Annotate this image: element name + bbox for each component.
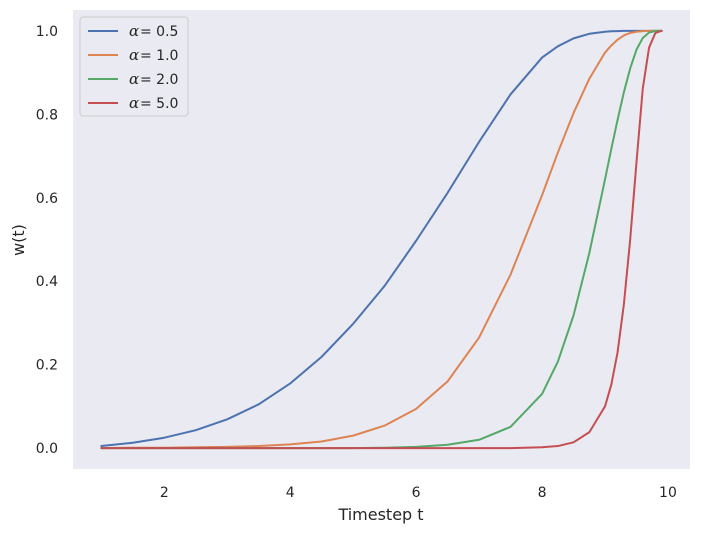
x-tick-label: 8 [538,485,547,501]
legend-value-1: = 0.5 [140,24,178,40]
y-ticks: 0.0 0.2 0.4 0.6 0.8 1.0 [36,24,58,457]
series-line-2 [100,29,663,450]
legend-value-4: = 5.0 [140,96,178,112]
y-tick-label: 0.0 [36,441,58,457]
y-tick-label: 0.2 [36,358,58,374]
legend-symbol-3: α [129,70,139,88]
x-tick-label: 6 [412,485,421,501]
legend-box [79,16,189,117]
y-tick-label: 0.6 [36,191,58,207]
series-line-4 [100,29,663,450]
legend-symbol-2: α [129,46,139,64]
series-layer [100,29,663,450]
y-axis-label: w(t) [9,224,28,256]
x-ticks: 2 4 6 8 10 [160,485,677,501]
legend-value-2: = 1.0 [140,48,178,64]
legend: α = 0.5α = 1.0α = 2.0α = 5.0 [79,16,189,117]
x-axis-label: Timestep t [337,505,423,524]
x-tick-label: 4 [286,485,295,501]
legend-symbol-1: α [129,22,139,40]
legend-symbol-4: α [129,94,139,112]
y-tick-label: 0.4 [36,274,58,290]
x-tick-label: 2 [160,485,169,501]
legend-value-3: = 2.0 [140,72,178,88]
x-tick-label: 10 [659,485,677,501]
series-line-1 [100,29,663,448]
y-tick-label: 0.8 [36,107,58,123]
y-tick-label: 1.0 [36,24,58,40]
